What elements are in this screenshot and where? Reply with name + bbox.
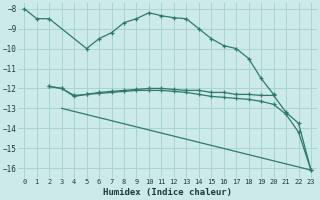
X-axis label: Humidex (Indice chaleur): Humidex (Indice chaleur) xyxy=(103,188,232,197)
